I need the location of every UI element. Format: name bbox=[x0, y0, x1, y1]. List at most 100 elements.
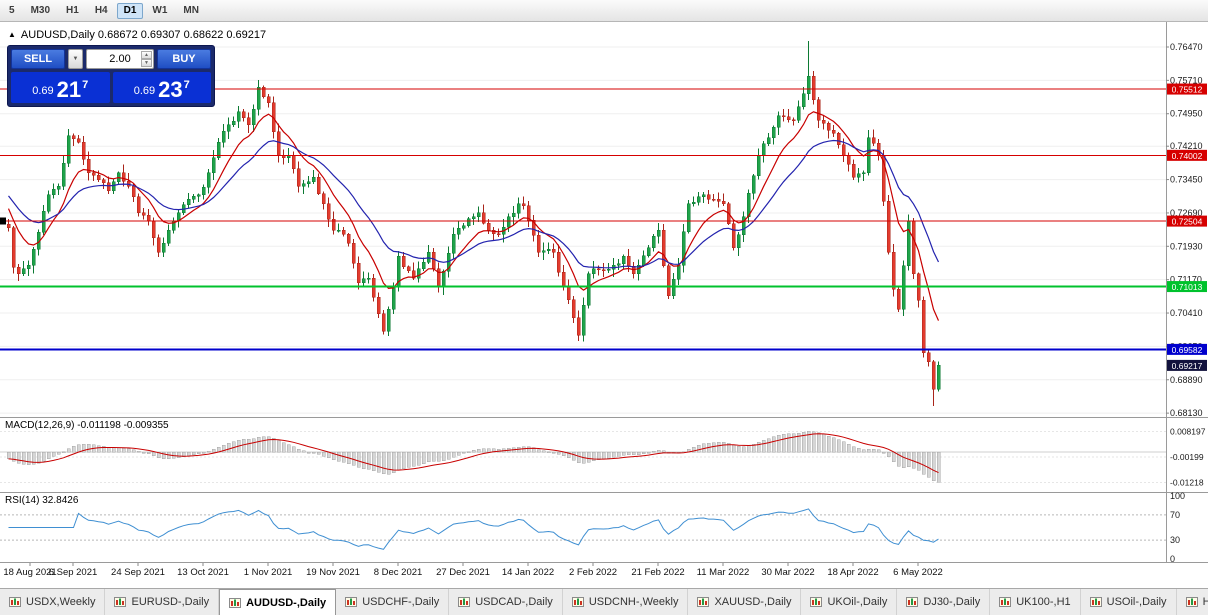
volume-input[interactable]: 2.00 ▲ ▼ bbox=[86, 49, 154, 69]
chart-tab-dj30-daily[interactable]: DJ30-,Daily bbox=[897, 589, 991, 615]
sell-price-display[interactable]: 0.69 21 7 bbox=[11, 72, 110, 103]
candles-layer bbox=[6, 40, 941, 407]
price-tick-label: 0.76470 bbox=[1170, 42, 1203, 52]
rsi-tick-label: 30 bbox=[1170, 535, 1180, 545]
sell-button[interactable]: SELL bbox=[11, 49, 65, 69]
time-tick-label: 30 Mar 2022 bbox=[761, 567, 814, 578]
level-lines bbox=[0, 88, 1166, 351]
price-level-label bbox=[1167, 343, 1207, 355]
rsi-label: RSI(14) 32.8426 bbox=[5, 495, 79, 506]
buy-price-display[interactable]: 0.69 23 7 bbox=[112, 72, 211, 103]
price-level-label bbox=[1167, 281, 1207, 293]
volume-dropdown-button[interactable]: ▼ bbox=[68, 49, 83, 69]
time-tick-label: 14 Jan 2022 bbox=[502, 567, 554, 578]
tab-label: USDCAD-,Daily bbox=[475, 596, 553, 608]
macd-tick-label: -0.01218 bbox=[1170, 477, 1204, 487]
buy-price-big: 23 bbox=[158, 77, 183, 102]
svg-text:0.69217: 0.69217 bbox=[1172, 361, 1203, 371]
svg-text:0.74002: 0.74002 bbox=[1172, 151, 1203, 161]
price-tick-label: 0.71930 bbox=[1170, 241, 1203, 251]
time-tick-label: 6 May 2022 bbox=[893, 567, 943, 578]
volume-decrease-button[interactable]: ▼ bbox=[141, 59, 152, 67]
tab-label: UK100-,H1 bbox=[1016, 596, 1071, 608]
chart-icon bbox=[906, 597, 919, 607]
chart-tab-hk50-h1[interactable]: HK50-,H1 bbox=[1177, 589, 1208, 615]
timeframe-button-5[interactable]: 5 bbox=[9, 4, 15, 16]
price-tick-label: 0.70410 bbox=[1170, 308, 1203, 318]
timeframe-button-mn[interactable]: MN bbox=[183, 4, 199, 16]
macd-tick-label: -0.00199 bbox=[1170, 452, 1204, 462]
timeframe-button-h4[interactable]: H4 bbox=[94, 4, 108, 16]
price-tick-label: 0.71170 bbox=[1170, 275, 1202, 285]
macd-label: MACD(12,26,9) -0.011198 -0.009355 bbox=[5, 420, 169, 431]
chart-tab-usoil-daily[interactable]: USOil-,Daily bbox=[1081, 589, 1177, 615]
timeframe-button-w1[interactable]: W1 bbox=[152, 4, 168, 16]
price-tick-label: 0.74950 bbox=[1170, 109, 1203, 119]
price-axis: 0.76470 0.75710 0.74950 0.74210 0.73450 0.726… bbox=[1166, 42, 1207, 564]
chart-tab-xauusd-daily[interactable]: XAUUSD-,Daily bbox=[688, 589, 802, 615]
price-tick-label: 0.72690 bbox=[1170, 208, 1203, 218]
tab-label: USOil-,Daily bbox=[1106, 596, 1167, 608]
tab-label: UKOil-,Daily bbox=[827, 596, 888, 608]
tab-label: EURUSD-,Daily bbox=[131, 596, 210, 608]
chart-tab-usdcad-daily[interactable]: USDCAD-,Daily bbox=[449, 589, 563, 615]
price-gridlines bbox=[0, 46, 1166, 541]
chart-icon bbox=[1185, 597, 1198, 607]
time-tick-label: 11 Mar 2022 bbox=[697, 567, 750, 578]
tab-label: USDX,Weekly bbox=[26, 596, 96, 608]
sell-price-prefix: 0.69 bbox=[32, 85, 54, 97]
chart-tab-uk100-h1[interactable]: UK100-,H1 bbox=[990, 589, 1081, 615]
macd-histogram bbox=[6, 430, 941, 483]
one-click-trading-panel: SELL ▼ 2.00 ▲ ▼ BUY 0.69 21 7 0 bbox=[7, 45, 215, 107]
volume-increase-button[interactable]: ▲ bbox=[141, 51, 152, 59]
panel-separators bbox=[0, 22, 1208, 563]
time-tick-label: 6 Sep 2021 bbox=[49, 567, 98, 578]
buy-price-sup: 7 bbox=[183, 79, 190, 91]
time-tick-label: 21 Feb 2022 bbox=[631, 567, 684, 578]
chart-tab-ukoil-daily[interactable]: UKOil-,Daily bbox=[801, 589, 898, 615]
timeframe-button-m30[interactable]: M30 bbox=[30, 4, 51, 16]
chart-icon bbox=[1089, 597, 1102, 607]
chart-tab-usdx-weekly[interactable]: USDX,Weekly bbox=[0, 589, 106, 615]
time-tick-label: 18 Aug 2021 bbox=[3, 567, 56, 578]
time-tick-label: 13 Oct 2021 bbox=[177, 567, 229, 578]
price-tick-label: 0.68890 bbox=[1170, 375, 1203, 385]
macd-signal-line bbox=[8, 433, 939, 474]
chart-icon bbox=[114, 597, 127, 607]
timeframe-button-h1[interactable]: H1 bbox=[66, 4, 79, 16]
chart-icon bbox=[229, 597, 242, 608]
candlestick-chart-canvas[interactable]: 0.76470 0.75710 0.74950 0.74210 0.73450 0.726… bbox=[0, 22, 1208, 588]
collapse-trade-panel-icon[interactable]: ▲ bbox=[8, 30, 16, 39]
chart-icon bbox=[697, 597, 710, 607]
chart-area[interactable]: 0.76470 0.75710 0.74950 0.74210 0.73450 0.726… bbox=[0, 22, 1208, 588]
sell-price-sup: 7 bbox=[82, 79, 89, 91]
chart-tab-audusd-daily[interactable]: AUDUSD-,Daily bbox=[219, 589, 337, 615]
tab-label: HK50-,H1 bbox=[1203, 596, 1208, 608]
timeframe-button-d1[interactable]: D1 bbox=[116, 2, 144, 19]
svg-text:0.72504: 0.72504 bbox=[1172, 217, 1203, 227]
time-tick-label: 19 Nov 2021 bbox=[306, 567, 360, 578]
time-tick-label: 8 Dec 2021 bbox=[374, 567, 423, 578]
chart-icon bbox=[810, 597, 823, 607]
chart-icon bbox=[9, 597, 21, 607]
time-tick-label: 1 Nov 2021 bbox=[244, 567, 293, 578]
buy-price-prefix: 0.69 bbox=[133, 85, 156, 97]
svg-text:0.69582: 0.69582 bbox=[1172, 345, 1203, 355]
chart-icon bbox=[345, 597, 358, 607]
ma-fast-line bbox=[7, 111, 940, 321]
chevron-down-icon: ▼ bbox=[72, 56, 79, 62]
rsi-tick-label: 0 bbox=[1170, 554, 1175, 564]
svg-text:0.71013: 0.71013 bbox=[1172, 282, 1203, 292]
buy-button[interactable]: BUY bbox=[157, 49, 211, 69]
chart-tab-usdcnh-weekly[interactable]: USDCNH-,Weekly bbox=[563, 589, 689, 615]
svg-text:0.75512: 0.75512 bbox=[1172, 85, 1203, 95]
price-level-label bbox=[1167, 149, 1207, 161]
time-tick-label: 2 Feb 2022 bbox=[569, 567, 617, 578]
chart-icon bbox=[999, 597, 1012, 607]
rsi-tick-label: 100 bbox=[1170, 491, 1185, 501]
chart-tab-usdchf-daily[interactable]: USDCHF-,Daily bbox=[336, 589, 450, 615]
chart-tab-eurusd-daily[interactable]: EURUSD-,Daily bbox=[105, 589, 220, 615]
tab-label: USDCHF-,Daily bbox=[362, 596, 440, 608]
chart-background bbox=[0, 22, 1208, 588]
